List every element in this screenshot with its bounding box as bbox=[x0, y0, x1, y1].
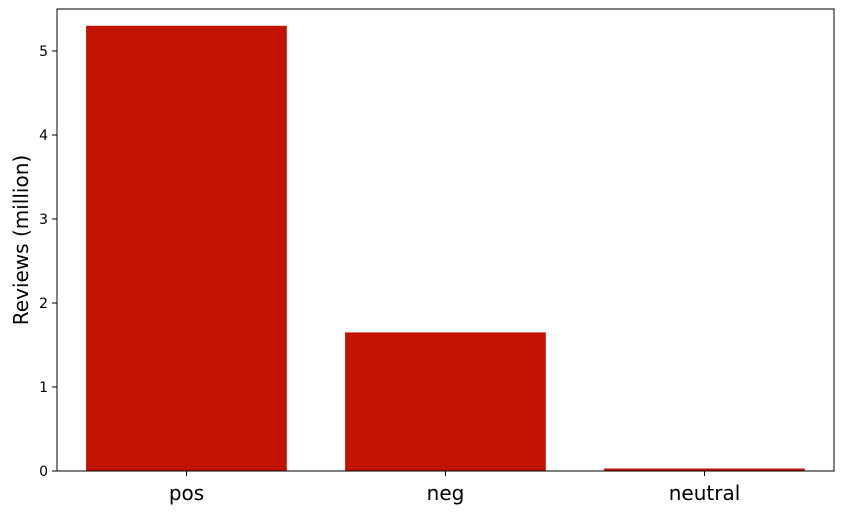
y-tick-label: 4 bbox=[39, 128, 48, 144]
y-tick-label: 0 bbox=[39, 464, 48, 480]
x-tick-label: neutral bbox=[669, 481, 741, 505]
x-axis-ticks: pos neg neutral bbox=[169, 471, 740, 505]
bar-pos bbox=[86, 25, 287, 472]
bars-group bbox=[86, 25, 805, 472]
x-tick-label: neg bbox=[427, 481, 465, 505]
y-tick-label: 2 bbox=[39, 296, 48, 312]
bar-neutral bbox=[604, 468, 805, 471]
bar-neg bbox=[345, 332, 546, 471]
y-axis-ticks: 0 1 2 3 4 5 bbox=[39, 44, 57, 480]
y-tick-label: 3 bbox=[39, 212, 48, 228]
x-tick-label: pos bbox=[169, 481, 204, 505]
plot-area-frame bbox=[56, 8, 835, 472]
y-tick-label: 5 bbox=[39, 44, 48, 60]
y-tick-label: 1 bbox=[39, 380, 48, 396]
y-axis-title: Reviews (million) bbox=[9, 155, 33, 325]
